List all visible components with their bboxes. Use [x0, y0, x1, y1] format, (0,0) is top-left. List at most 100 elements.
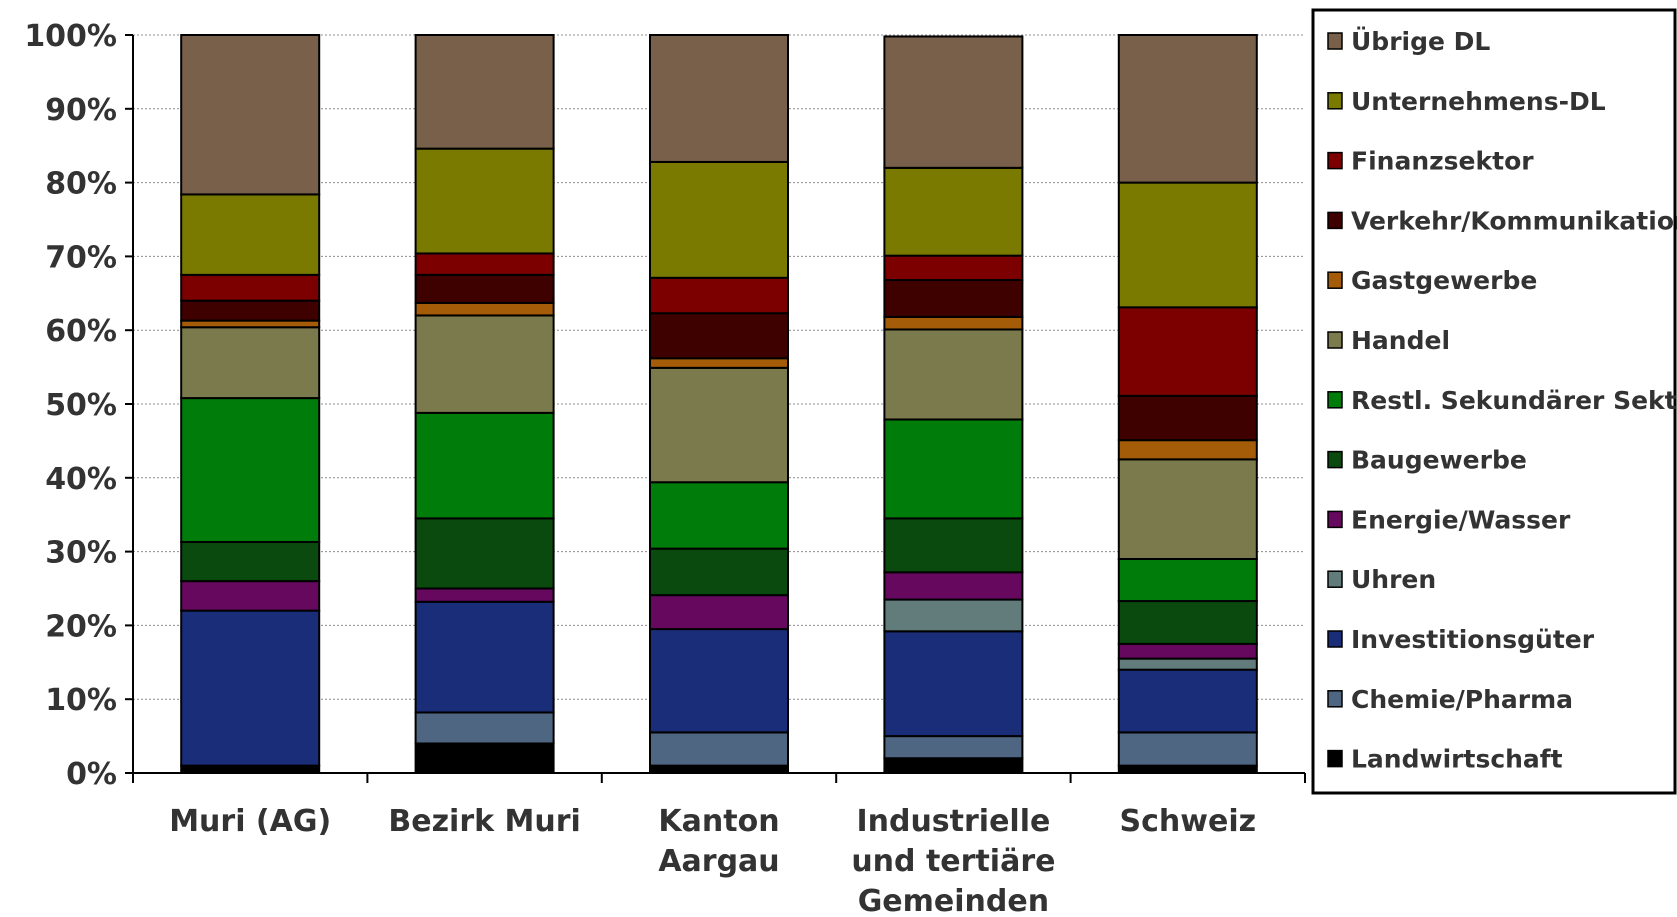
y-tick-label: 80% — [45, 167, 117, 202]
legend-swatch — [1327, 630, 1343, 648]
y-tick-label: 90% — [45, 93, 117, 128]
bar-segment-0-11 — [180, 193, 321, 276]
x-category-label: Schweiz — [1120, 804, 1257, 839]
bar-segment-3-6 — [883, 418, 1024, 520]
y-tick-label: 70% — [45, 240, 117, 275]
legend-entry: Energie/Wasser — [1351, 505, 1571, 534]
bar-segment-2-11 — [649, 160, 789, 279]
legend-swatch — [1327, 749, 1343, 768]
bar-segment-1-12 — [414, 34, 555, 150]
bar-segment-4-2 — [1117, 668, 1258, 734]
x-category-label: Muri (AG) — [169, 804, 331, 839]
legend-entry: Landwirtschaft — [1351, 745, 1563, 774]
bar-segment-4-4 — [1117, 642, 1258, 660]
bar-segment-3-12 — [883, 35, 1024, 169]
legend-swatch — [1327, 510, 1343, 529]
bar-segment-0-6 — [180, 397, 321, 544]
legend-entry: Handel — [1351, 326, 1450, 355]
legend-entry: Chemie/Pharma — [1351, 685, 1573, 714]
y-tick-label: 100% — [24, 19, 117, 54]
bar-segment-4-12 — [1117, 34, 1258, 184]
legend-entry: Finanzsektor — [1351, 147, 1534, 176]
legend-swatch — [1327, 92, 1343, 110]
x-category-label: Kanton — [658, 804, 779, 839]
legend-swatch — [1327, 570, 1343, 588]
bar-segment-2-2 — [649, 628, 789, 734]
bar-segment-0-10 — [180, 273, 321, 302]
bar-segment-2-5 — [649, 547, 789, 597]
legend-entry: Restl. Sekundärer Sektor — [1351, 386, 1677, 415]
x-category-label: und tertiäre — [851, 844, 1055, 879]
x-axis-category-labels: Muri (AG) Bezirk Muri Kanton Aargau Industri… — [169, 804, 1257, 917]
bar-segment-0-7 — [180, 326, 321, 400]
bar-segment-4-9 — [1117, 394, 1258, 442]
y-tick-label: 30% — [45, 536, 117, 571]
legend-swatch — [1327, 271, 1343, 289]
bar-segment-1-9 — [414, 273, 555, 304]
bar-segment-3-10 — [883, 254, 1024, 282]
x-category-label: Aargau — [658, 844, 779, 879]
bar-segment-2-1 — [649, 731, 789, 767]
gridlines — [133, 34, 1305, 700]
bar-segment-3-2 — [883, 630, 1024, 738]
bar-segment-0-12 — [180, 34, 321, 196]
bar-segment-2-6 — [649, 481, 789, 550]
bar-segment-4-11 — [1117, 181, 1258, 309]
legend-entry: Unternehmens-DL — [1351, 87, 1606, 116]
legend-swatch — [1327, 331, 1343, 349]
bar-segment-1-8 — [414, 301, 555, 317]
bar-segment-1-1 — [414, 711, 555, 745]
bar-segment-3-0 — [883, 757, 1024, 774]
bar-segment-2-12 — [649, 34, 789, 163]
bar-segment-3-3 — [883, 598, 1024, 633]
bar-segment-0-2 — [180, 609, 321, 767]
legend-entry: Investitionsgüter — [1351, 625, 1595, 654]
bar-segment-3-11 — [883, 166, 1024, 257]
bar-segment-4-8 — [1117, 439, 1258, 461]
bar-segment-0-9 — [180, 299, 321, 322]
legend-swatch — [1327, 211, 1343, 230]
bar-segment-2-10 — [649, 276, 789, 315]
y-tick-label: 20% — [45, 609, 117, 644]
y-tick-label: 40% — [45, 462, 117, 497]
legend-entry: Verkehr/Kommunikation — [1351, 206, 1677, 235]
legend-swatch — [1327, 391, 1343, 409]
bar-segment-3-9 — [883, 279, 1024, 318]
x-category-label: Industrielle — [856, 804, 1050, 839]
bar-segment-1-0 — [414, 742, 555, 774]
bar-segment-3-7 — [883, 328, 1024, 421]
bar-segment-2-9 — [649, 312, 789, 360]
y-axis-tick-labels: 0% 10% 20% 30% 40% 50% 60% 70% 80% 90% 100% — [24, 19, 117, 792]
y-tick-label: 50% — [45, 388, 117, 423]
bar-segment-1-11 — [414, 147, 555, 255]
axes — [125, 34, 1306, 783]
bar-segment-3-4 — [883, 571, 1024, 601]
legend-swatch — [1327, 151, 1343, 170]
bar-segment-4-1 — [1117, 731, 1258, 767]
legend: Übrige DL Unternehmens-DL Finanzsektor Verk… — [1311, 8, 1677, 795]
bar-segment-4-7 — [1117, 458, 1258, 560]
bar-segment-1-10 — [414, 252, 555, 276]
bar-segment-4-0 — [1117, 764, 1258, 774]
legend-swatch — [1327, 690, 1343, 708]
legend-entry: Übrige DL — [1351, 26, 1490, 56]
y-tick-label: 60% — [45, 314, 117, 349]
bar-segment-3-8 — [883, 315, 1024, 331]
bars — [180, 34, 1258, 774]
bar-segment-1-4 — [414, 587, 555, 603]
bar-segment-1-2 — [414, 600, 555, 714]
bar-segment-3-1 — [883, 735, 1024, 760]
y-tick-label: 0% — [66, 757, 117, 792]
bar-segment-1-6 — [414, 411, 555, 520]
bar-segment-2-0 — [649, 764, 789, 774]
bar-segment-4-5 — [1117, 600, 1258, 645]
bar-segment-3-5 — [883, 517, 1024, 574]
legend-entry: Baugewerbe — [1351, 446, 1527, 475]
bar-segment-4-3 — [1117, 657, 1258, 671]
bar-segment-2-8 — [649, 357, 789, 369]
bar-segment-0-5 — [180, 541, 321, 583]
bar-segment-1-5 — [414, 517, 555, 590]
x-category-label: Gemeinden — [858, 884, 1049, 913]
